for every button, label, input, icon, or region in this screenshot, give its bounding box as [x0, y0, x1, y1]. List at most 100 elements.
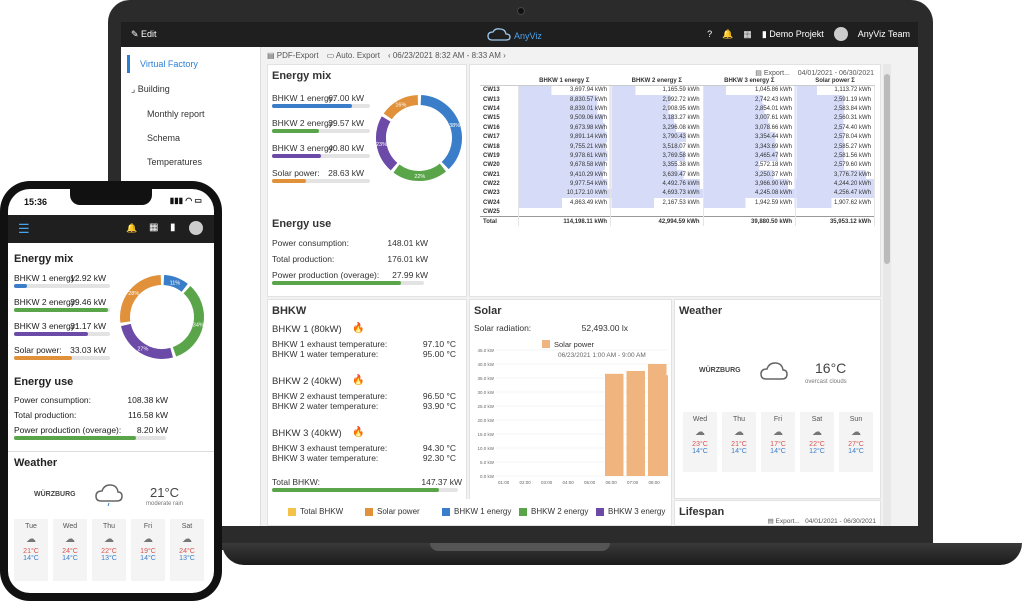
table-cell: 9,678.58 kWh [518, 160, 612, 171]
bhkw-unit-name: BHKW 2 (40kW) [272, 376, 342, 387]
legend-item[interactable]: Solar power [365, 507, 420, 516]
table-cell: 3,465.47 kWh [703, 151, 797, 161]
panel-title: Energy use [272, 218, 332, 230]
top-bar: ✎ Edit AnyViz ? 🔔 ▦ ▮ Demo Projekt AnyVi… [121, 22, 918, 47]
column-header[interactable] [480, 77, 519, 86]
anyviz-logo: AnyViz [487, 28, 542, 41]
sidebar-item-building[interactable]: ⌟ Building [131, 84, 170, 94]
range-picker[interactable]: ‹ 06/23/2021 8:32 AM - 8:33 AM › [387, 51, 506, 60]
legend-item[interactable]: Total BHKW [288, 507, 343, 516]
weather-temp: 21°C [150, 485, 180, 500]
forecast-high: 21°C [23, 548, 39, 555]
table-cell: 1,045.86 kWh [703, 85, 797, 95]
help-icon[interactable]: ? [707, 29, 713, 39]
logo-text: AnyViz [514, 31, 542, 41]
table-cell: 2,591.19 kWh [795, 94, 875, 105]
bhkw-unit-name: BHKW 3 (40kW) [272, 428, 342, 439]
edit-button[interactable]: ✎ Edit [131, 29, 157, 39]
scrollbar-thumb[interactable] [884, 74, 890, 264]
export-button[interactable]: ▤ Export... [767, 518, 800, 525]
column-header[interactable]: BHKW 1 energy Σ [518, 77, 611, 86]
column-header[interactable]: BHKW 2 energy Σ [610, 77, 704, 86]
table-cell: 1,942.59 kWh [703, 198, 797, 208]
legend-item[interactable]: BHKW 3 energy [596, 507, 665, 516]
forecast-high: 23°C [692, 441, 708, 448]
avatar[interactable] [833, 27, 848, 41]
table-cell [610, 207, 704, 217]
legend-swatch [365, 507, 373, 516]
phone-use-label: Power production (overage): [14, 425, 122, 435]
table-cell: 4,244.20 kWh [795, 179, 875, 189]
table-cell: 9,977.54 kWh [518, 179, 612, 189]
forecast-day-name: Fri [773, 416, 783, 423]
energy-table: BHKW 1 energy Σ BHKW 2 energy Σ BHKW 3 ene… [480, 77, 875, 227]
export-button[interactable]: ▤ Export... [755, 70, 790, 77]
bookmark-icon[interactable]: ▮ [170, 222, 176, 233]
auto-export-button[interactable]: ▭ Auto. Export [326, 51, 380, 60]
avatar[interactable] [189, 221, 203, 235]
table-cell: 3,354.44 kWh [703, 132, 797, 142]
scrollbar[interactable] [883, 64, 891, 526]
table-cell: 4,256.47 kWh [795, 188, 875, 199]
table-row: CW25 [480, 207, 875, 217]
legend-item[interactable]: BHKW 2 energy [519, 507, 588, 516]
column-header[interactable]: BHKW 3 energy Σ [703, 77, 796, 86]
bell-icon[interactable]: 🔔 [126, 223, 138, 233]
table-cell: 1,113.72 kWh [795, 85, 875, 95]
forecast-day-name: Thu [102, 523, 116, 530]
bell-icon[interactable]: 🔔 [722, 28, 734, 39]
table-cell: 3,639.47 kWh [610, 170, 704, 180]
energy-use-label: Power production (overage): [272, 270, 380, 280]
table-cell: 2,992.72 kWh [610, 94, 704, 105]
pdf-export-button[interactable]: ▤ PDF-Export [267, 51, 319, 60]
water-temp-value: 93.90 °C [422, 401, 456, 411]
energy-use-value: 27.99 kW [392, 270, 428, 280]
forecast-low: 13°C [101, 555, 117, 562]
rain-cloud-icon [95, 484, 123, 507]
phone-app-bar: ☰ 🔔 ▦ ▮ [8, 215, 214, 243]
table-cell: 9,410.29 kWh [518, 170, 612, 180]
sidebar-item-schema[interactable]: Schema [147, 133, 180, 143]
phone-mix-bar [14, 284, 110, 288]
phone-energy-mix-title: Energy mix [14, 253, 74, 265]
forecast-day: Thu ☁ 21°C 14°C [722, 412, 756, 472]
table-cell: 10,172.10 kWh [518, 188, 612, 199]
project-selector[interactable]: ▮ Demo Projekt [761, 28, 824, 39]
table-cell: 4,863.49 kWh [518, 198, 612, 208]
signal-icon: ▮▮▮ ◠ ▭ [169, 196, 202, 205]
user-label[interactable]: AnyViz Team [857, 29, 910, 39]
sidebar-item-monthly-report[interactable]: Monthly report [147, 109, 205, 119]
menu-icon[interactable]: ☰ [18, 221, 30, 236]
energy-mix-row-label: Solar power: [272, 168, 320, 178]
table-row: CW21 9,410.29 kWh 3,639.47 kWh 3,250.37 kWh… [480, 170, 875, 180]
column-header[interactable]: Solar power Σ [795, 77, 875, 86]
sidebar-item-virtual-factory[interactable]: Virtual Factory [127, 55, 259, 73]
legend-item[interactable]: BHKW 1 energy [442, 507, 511, 516]
forecast-day: Wed ☁ 23°C 14°C [683, 412, 717, 472]
week-label: CW20 [480, 160, 519, 171]
solar-bar [662, 375, 668, 476]
table-cell: 1,907.62 kWh [795, 198, 875, 208]
weather-city: WÜRZBURG [34, 491, 76, 498]
apps-icon[interactable]: ▦ [743, 28, 752, 39]
apps-icon[interactable]: ▦ [149, 222, 159, 233]
divider [8, 451, 214, 452]
legend-label: BHKW 1 energy [454, 507, 512, 516]
cloud-icon: ☁ [143, 534, 153, 545]
week-label: CW13 [480, 85, 519, 95]
energy-table-panel: ▤ Export... 04/01/2021 - 06/30/2021 BHKW… [469, 64, 881, 297]
forecast-day-name: Thu [732, 416, 746, 423]
week-label: CW15 [480, 113, 519, 124]
forecast-high: 24°C [179, 548, 195, 555]
donut-slice-label: 16% [395, 103, 406, 109]
water-temp-label: BHKW 2 water temperature: [272, 401, 379, 411]
week-label: CW16 [480, 123, 519, 133]
sidebar-item-label: Schema [147, 133, 181, 143]
y-tick-label: 5.0 kW [480, 460, 495, 465]
donut-slice-label: 27% [137, 347, 148, 353]
energy-use-label: Total production: [272, 254, 335, 264]
table-cell: 8,830.57 kWh [518, 94, 612, 105]
table-row: Total 114,198.11 kWh 42,994.59 kWh 39,880.5… [480, 216, 875, 227]
energy-mix-row-value: 39.57 kW [328, 118, 364, 128]
sidebar-item-temperatures[interactable]: Temperatures [147, 157, 202, 167]
